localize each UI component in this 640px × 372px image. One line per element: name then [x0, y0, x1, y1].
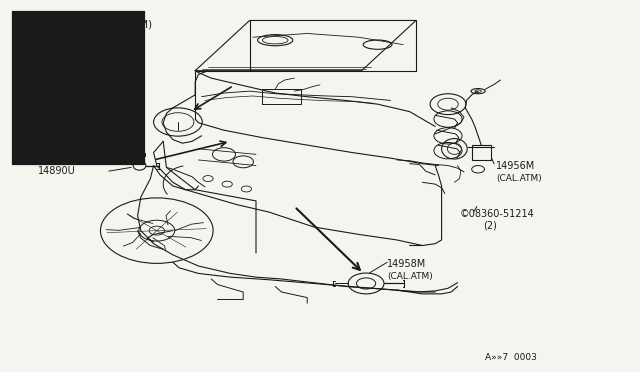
Text: A»»7  0003: A»»7 0003 [485, 353, 537, 362]
Text: CAL.(ATM): CAL.(ATM) [99, 19, 152, 29]
Text: 14958M: 14958M [387, 259, 426, 269]
Text: 14958M: 14958M [99, 64, 138, 74]
Text: (CAL.ATM): (CAL.ATM) [387, 272, 433, 280]
Text: 14890U: 14890U [38, 166, 76, 176]
Text: (2): (2) [483, 221, 497, 231]
Text: ©08360-51214: ©08360-51214 [460, 209, 534, 219]
Text: 14956M: 14956M [496, 161, 535, 170]
Bar [12, 11, 144, 164]
Bar [472, 145, 491, 160]
Text: (CAL.ATM): (CAL.ATM) [496, 174, 541, 183]
